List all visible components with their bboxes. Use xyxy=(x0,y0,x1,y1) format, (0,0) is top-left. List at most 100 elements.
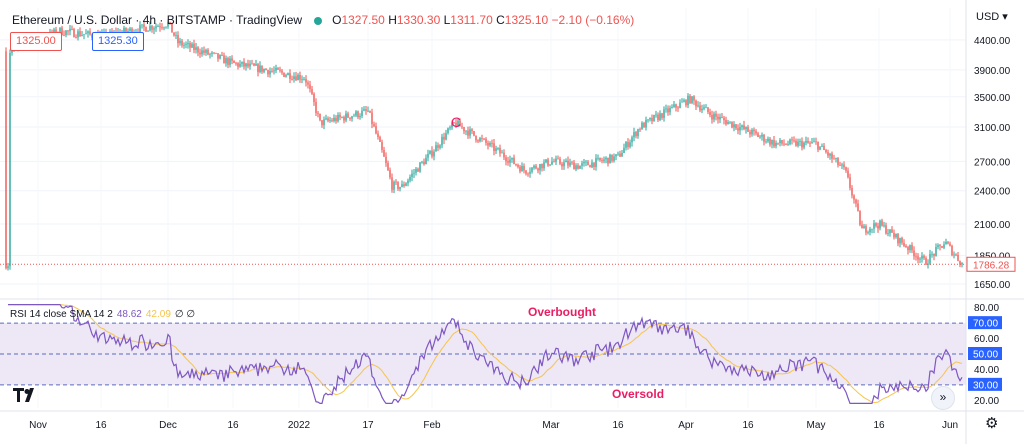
rsi-header[interactable]: RSI 14 close SMA 14 2 48.62 42.09 ∅ ∅ xyxy=(10,309,195,320)
candle-body[interactable] xyxy=(895,233,897,238)
candle-body[interactable] xyxy=(827,152,829,156)
candle-body[interactable] xyxy=(139,25,141,33)
candle-body[interactable] xyxy=(899,238,901,244)
candle-body[interactable] xyxy=(507,161,509,163)
candle-body[interactable] xyxy=(239,63,241,67)
candle-body[interactable] xyxy=(67,30,69,32)
candle-body[interactable] xyxy=(801,141,803,148)
candle-body[interactable] xyxy=(279,69,281,71)
candle-body[interactable] xyxy=(929,254,931,264)
candle-body[interactable] xyxy=(701,108,703,111)
candle-body[interactable] xyxy=(85,33,87,35)
candle-body[interactable] xyxy=(247,63,249,67)
candle-body[interactable] xyxy=(807,140,809,143)
candle-body[interactable] xyxy=(539,163,541,171)
candle-body[interactable] xyxy=(789,139,791,145)
candle-body[interactable] xyxy=(817,141,819,150)
candle-body[interactable] xyxy=(891,229,893,233)
gear-icon[interactable]: ⚙ xyxy=(985,415,999,432)
candle-body[interactable] xyxy=(331,120,333,122)
candle-body[interactable] xyxy=(439,145,441,148)
candle-body[interactable] xyxy=(949,243,951,246)
candle-body[interactable] xyxy=(489,142,491,146)
candle-body[interactable] xyxy=(551,161,553,165)
candle-body[interactable] xyxy=(289,73,291,80)
candle-body[interactable] xyxy=(173,32,175,36)
candle-body[interactable] xyxy=(491,142,493,144)
candle-body[interactable] xyxy=(669,107,671,113)
candle-body[interactable] xyxy=(321,120,323,126)
candle-body[interactable] xyxy=(349,117,351,119)
candle-body[interactable] xyxy=(617,153,619,155)
candle-body[interactable] xyxy=(339,114,341,118)
candle-body[interactable] xyxy=(145,27,147,32)
candle-body[interactable] xyxy=(851,188,853,196)
candle-body[interactable] xyxy=(347,113,349,118)
candle-body[interactable] xyxy=(821,145,823,147)
candle-body[interactable] xyxy=(333,117,335,122)
rsi-line[interactable] xyxy=(8,304,963,404)
candle-body[interactable] xyxy=(797,141,799,146)
candle-body[interactable] xyxy=(745,127,747,130)
candle-body[interactable] xyxy=(863,226,865,229)
candle-body[interactable] xyxy=(215,52,217,54)
candle-body[interactable] xyxy=(81,34,83,36)
candle-body[interactable] xyxy=(127,30,129,32)
candle-body[interactable] xyxy=(829,153,831,156)
candle-body[interactable] xyxy=(225,58,227,64)
candle-body[interactable] xyxy=(269,70,271,75)
candle-body[interactable] xyxy=(419,162,421,172)
candle-body[interactable] xyxy=(659,113,661,120)
candle-body[interactable] xyxy=(645,119,647,128)
candle-body[interactable] xyxy=(217,53,219,59)
candle-body[interactable] xyxy=(527,173,529,175)
candle-body[interactable] xyxy=(387,163,389,171)
candle-body[interactable] xyxy=(163,27,165,29)
candle-body[interactable] xyxy=(847,170,849,178)
candle-body[interactable] xyxy=(221,55,223,56)
candle-body[interactable] xyxy=(935,247,937,256)
candle-body[interactable] xyxy=(547,159,549,166)
candle-body[interactable] xyxy=(597,157,599,159)
candle-body[interactable] xyxy=(687,95,689,106)
candle-body[interactable] xyxy=(691,96,693,104)
candle-body[interactable] xyxy=(567,160,569,166)
candle-body[interactable] xyxy=(365,109,367,111)
candle-body[interactable] xyxy=(351,116,353,119)
candle-body[interactable] xyxy=(819,146,821,150)
candle-body[interactable] xyxy=(473,131,475,136)
candle-body[interactable] xyxy=(11,50,13,53)
candle-body[interactable] xyxy=(769,138,771,145)
candle-body[interactable] xyxy=(359,115,361,118)
candle-body[interactable] xyxy=(175,35,177,36)
candle-body[interactable] xyxy=(553,161,555,163)
candle-body[interactable] xyxy=(931,253,933,255)
candle-body[interactable] xyxy=(447,128,449,134)
candle-body[interactable] xyxy=(739,127,741,131)
candle-body[interactable] xyxy=(681,101,683,103)
candle-body[interactable] xyxy=(165,26,167,28)
candle-body[interactable] xyxy=(363,109,365,111)
candle-body[interactable] xyxy=(283,72,285,77)
candle-body[interactable] xyxy=(5,51,7,269)
candle-body[interactable] xyxy=(665,108,667,110)
candle-body[interactable] xyxy=(661,113,663,118)
candle-body[interactable] xyxy=(375,126,377,134)
candle-body[interactable] xyxy=(441,136,443,146)
candle-body[interactable] xyxy=(945,241,947,245)
candle-body[interactable] xyxy=(407,180,409,184)
candle-body[interactable] xyxy=(881,220,883,226)
candle-body[interactable] xyxy=(449,127,451,129)
candle-body[interactable] xyxy=(275,67,277,71)
candle-body[interactable] xyxy=(393,181,395,190)
candle-body[interactable] xyxy=(497,148,499,149)
candle-body[interactable] xyxy=(781,140,783,144)
candle-body[interactable] xyxy=(287,73,289,76)
candle-body[interactable] xyxy=(231,58,233,61)
candle-body[interactable] xyxy=(159,26,161,28)
candle-body[interactable] xyxy=(593,162,595,167)
candle-body[interactable] xyxy=(205,49,207,53)
candle-body[interactable] xyxy=(731,121,733,128)
candle-body[interactable] xyxy=(799,141,801,142)
candle-body[interactable] xyxy=(909,245,911,251)
